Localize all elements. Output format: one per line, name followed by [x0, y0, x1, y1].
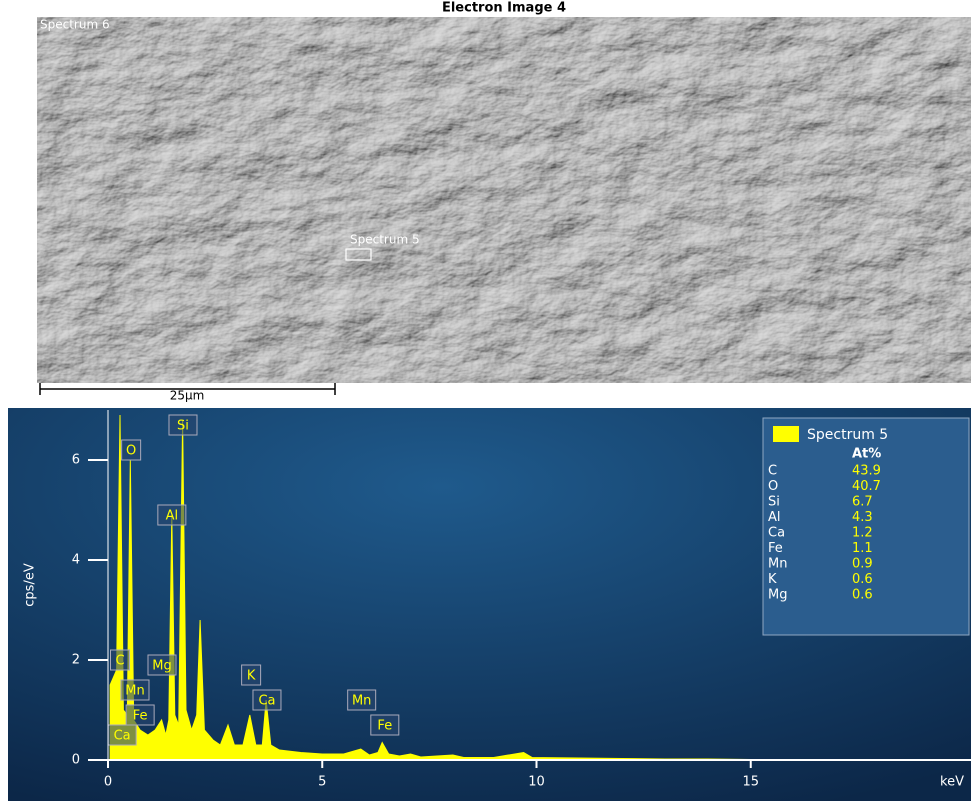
legend-value: 0.6 [852, 572, 873, 587]
x-tick-label: 15 [742, 775, 759, 790]
legend-value: 0.6 [852, 588, 873, 603]
legend-value: 0.9 [852, 557, 873, 572]
peak-label-box [125, 704, 155, 726]
legend-value: 43.9 [852, 464, 881, 479]
spectrum-region [345, 248, 372, 261]
legend-swatch [773, 426, 799, 442]
peak-label: Al [166, 509, 179, 524]
x-tick-label: 10 [528, 775, 545, 790]
peak-label: Mn [352, 694, 371, 709]
legend-element: Al [768, 510, 781, 525]
legend-value: 1.1 [852, 541, 873, 556]
peak-label: Ca [114, 729, 131, 744]
peak-label: Mn [125, 684, 144, 699]
peak-label-box [109, 649, 130, 671]
peak-label-box [370, 714, 400, 736]
legend-element: Ca [768, 526, 785, 541]
legend-header: At% [852, 447, 881, 462]
peak-label: O [126, 444, 136, 459]
peak-label: Fe [133, 709, 148, 724]
peak-label-box [147, 654, 177, 676]
legend-element: K [768, 572, 777, 587]
legend-value: 4.3 [852, 510, 873, 525]
y-tick-label: 0 [72, 753, 80, 768]
spectrum-label: Spectrum 5 [350, 233, 420, 247]
peak-label: C [115, 654, 124, 669]
legend-element: Fe [768, 541, 783, 556]
plot-area [109, 414, 795, 761]
peak-label-box [120, 679, 150, 701]
legend-element: O [768, 479, 778, 494]
peak-label: Si [177, 419, 189, 434]
y-tick-label: 6 [72, 453, 80, 468]
legend-value: 6.7 [852, 495, 873, 510]
electron-image [37, 17, 971, 383]
legend-element: Mg [768, 588, 787, 603]
x-tick-label: 0 [104, 775, 112, 790]
y-tick-label: 2 [72, 653, 80, 668]
legend-box [762, 417, 970, 636]
peak-label-box [241, 664, 262, 686]
x-tick-label: 5 [318, 775, 326, 790]
legend-element: Mn [768, 557, 787, 572]
legend-element: C [768, 464, 777, 479]
scale-bar-label: 25μm [170, 389, 205, 403]
peak-label-box [347, 689, 377, 711]
peak-label-box [168, 414, 198, 436]
y-axis-label: cps/eV [23, 563, 38, 607]
peak-label-box [121, 439, 142, 461]
image-title: Electron Image 4 [442, 1, 566, 16]
peak-label-box [157, 504, 187, 526]
legend-element: Si [768, 495, 780, 510]
spectrum-label: Spectrum 6 [40, 18, 110, 32]
x-axis-label: keV [940, 775, 964, 790]
peak-label: Mg [152, 659, 171, 674]
peak-label-box [252, 689, 282, 711]
scale-bar [39, 383, 336, 395]
spectrum-area [109, 414, 795, 761]
legend-value: 40.7 [852, 479, 881, 494]
peak-label: Fe [377, 719, 392, 734]
peak-label: K [247, 669, 256, 684]
peak-label: Ca [258, 694, 275, 709]
legend-value: 1.2 [852, 526, 873, 541]
legend-label: Spectrum 5 [807, 427, 888, 443]
y-tick-label: 4 [72, 553, 80, 568]
